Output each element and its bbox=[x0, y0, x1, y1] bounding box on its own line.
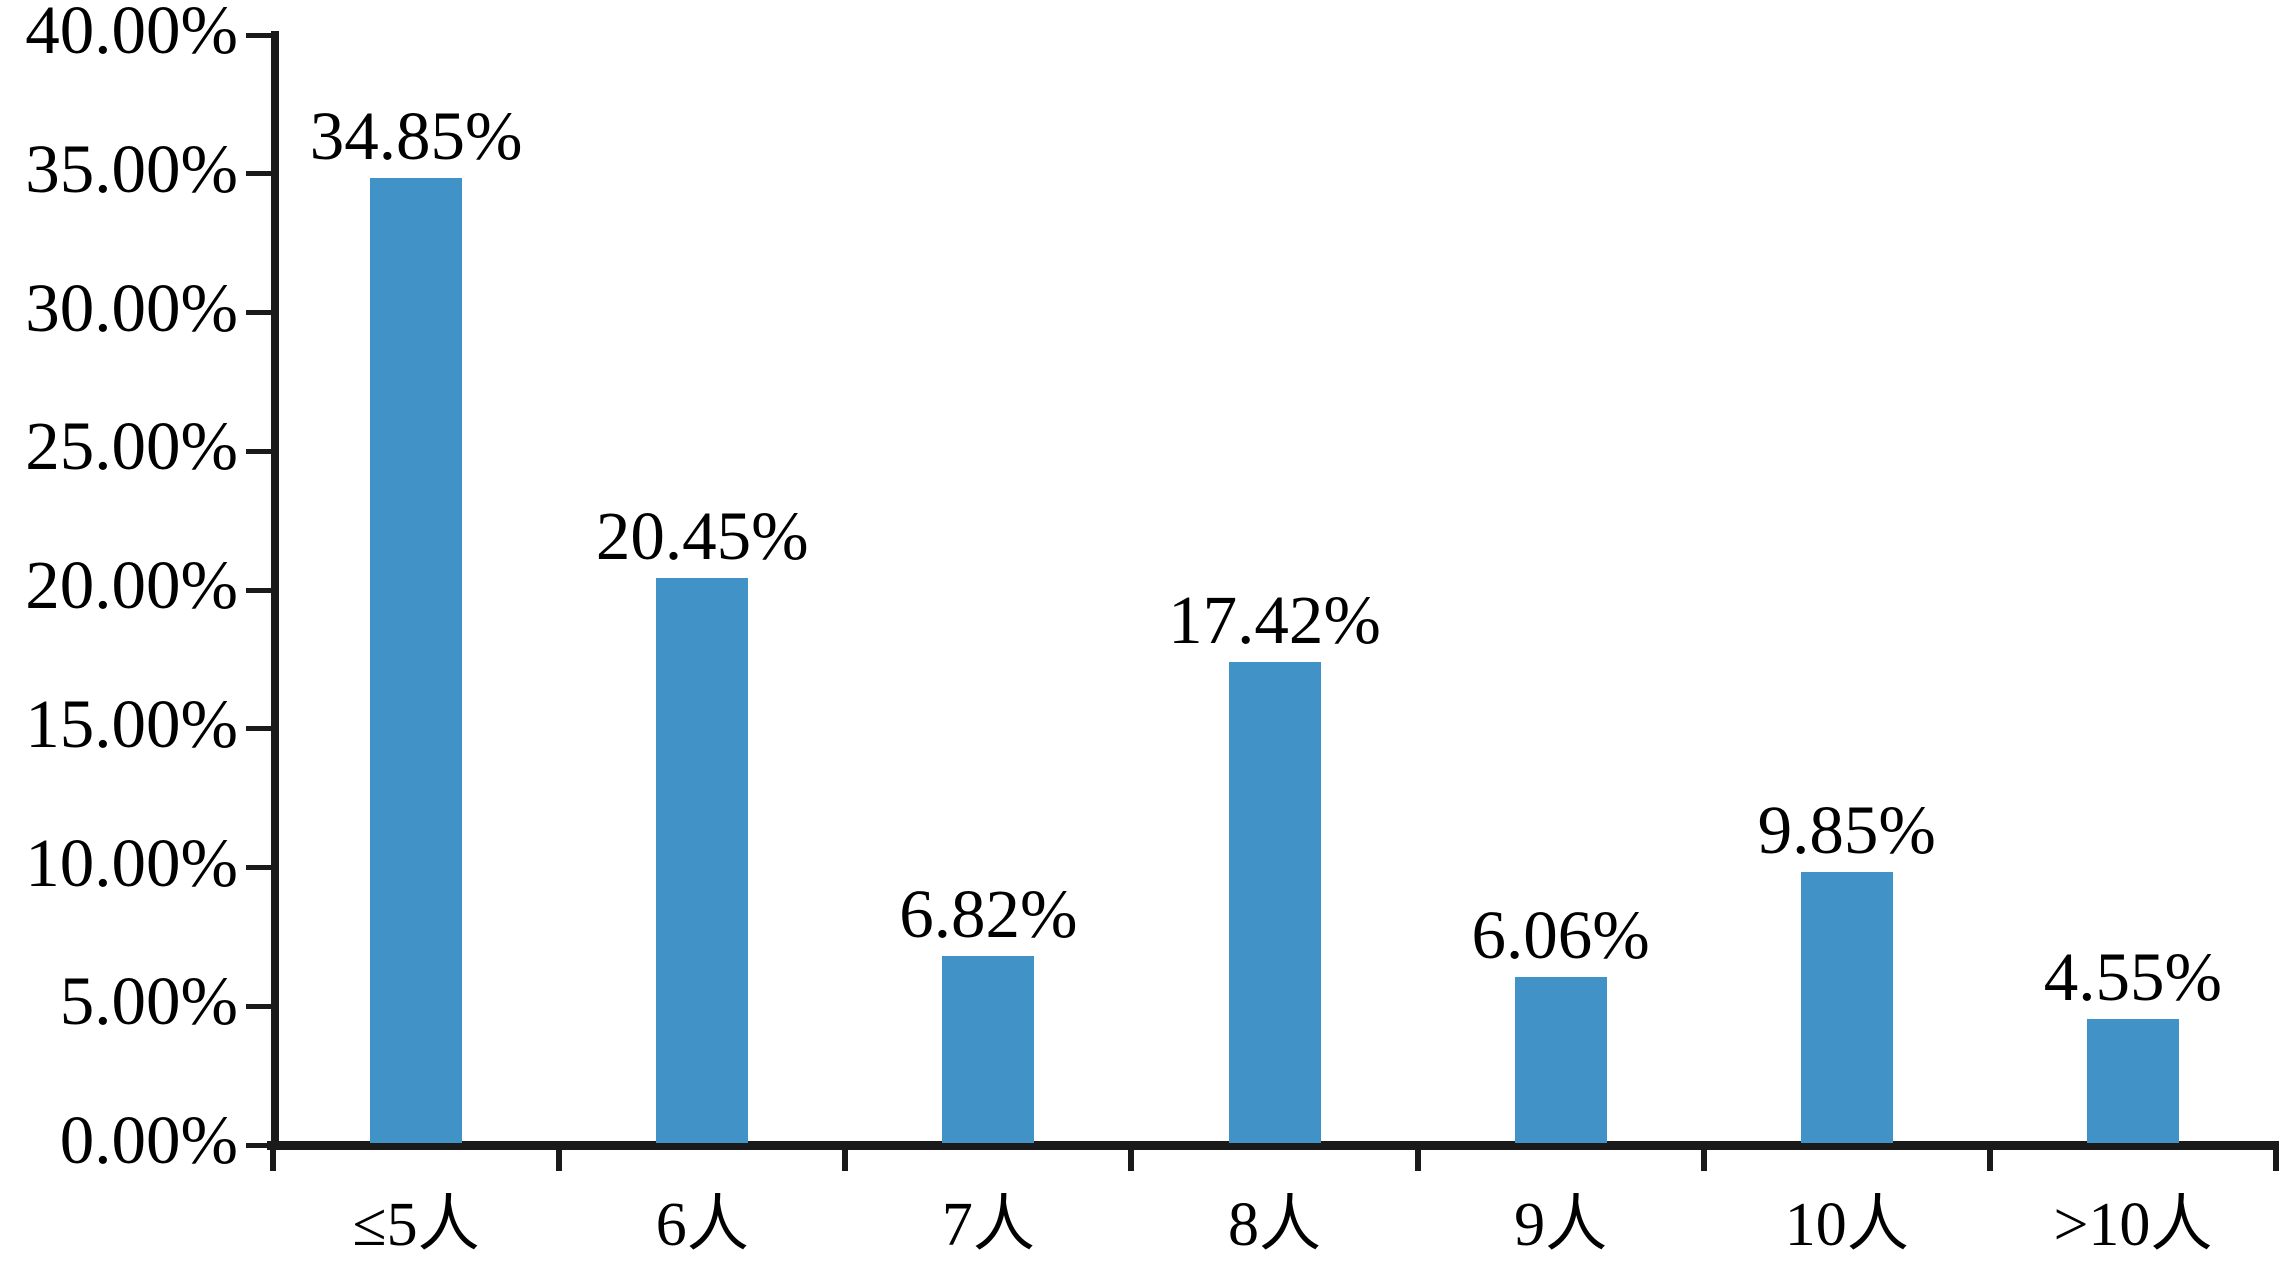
y-tick-label: 5.00% bbox=[59, 963, 238, 1040]
x-category-label: 8人 bbox=[1227, 1191, 1322, 1259]
x-tick bbox=[2273, 1145, 2279, 1171]
y-tick bbox=[246, 587, 271, 593]
x-tick bbox=[842, 1145, 849, 1171]
x-tick bbox=[1986, 1145, 1993, 1171]
x-tick bbox=[556, 1145, 563, 1171]
bar-value-label: 17.42% bbox=[1168, 581, 1381, 658]
y-tick bbox=[246, 726, 271, 732]
bar bbox=[942, 955, 1035, 1143]
x-tick bbox=[270, 1145, 276, 1171]
y-tick bbox=[246, 32, 271, 38]
y-tick bbox=[246, 171, 271, 177]
bar bbox=[1800, 871, 1893, 1143]
y-tick-label: 20.00% bbox=[25, 547, 238, 623]
bar bbox=[2086, 1018, 2179, 1143]
y-tick bbox=[246, 1142, 271, 1148]
x-category-label: 6人 bbox=[655, 1191, 749, 1259]
y-tick-label: 40.00% bbox=[25, 0, 238, 68]
bar bbox=[1514, 976, 1607, 1143]
bar-value-label: 6.06% bbox=[1471, 896, 1650, 973]
bar bbox=[370, 177, 463, 1143]
x-category-label: 7人 bbox=[941, 1191, 1035, 1259]
x-category-label: ≤5人 bbox=[352, 1191, 480, 1259]
y-tick-label: 0.00% bbox=[59, 1102, 238, 1178]
bar-value-label: 20.45% bbox=[595, 497, 809, 574]
bar bbox=[1228, 661, 1321, 1143]
y-tick bbox=[246, 310, 271, 315]
bar-value-label: 4.55% bbox=[2043, 938, 2223, 1015]
y-tick bbox=[246, 1003, 271, 1009]
x-category-label: 10人 bbox=[1784, 1191, 1909, 1259]
x-axis-line bbox=[267, 1141, 2279, 1150]
y-tick bbox=[246, 865, 271, 870]
x-tick bbox=[1700, 1145, 1707, 1171]
bar-value-label: 34.85% bbox=[309, 97, 523, 174]
x-tick bbox=[1414, 1145, 1421, 1171]
y-tick-label: 25.00% bbox=[25, 408, 238, 485]
x-category-label: >10人 bbox=[2053, 1191, 2213, 1259]
y-tick-label: 35.00% bbox=[25, 130, 238, 207]
y-axis-line bbox=[271, 31, 279, 1150]
x-category-label: 9人 bbox=[1514, 1191, 1608, 1259]
y-tick bbox=[246, 448, 271, 454]
x-tick bbox=[1128, 1145, 1135, 1171]
y-tick-label: 10.00% bbox=[25, 824, 238, 901]
y-tick-label: 30.00% bbox=[25, 269, 238, 346]
bar bbox=[656, 577, 749, 1143]
bar-value-label: 9.85% bbox=[1757, 791, 1936, 868]
bar-value-label: 6.82% bbox=[899, 875, 1078, 952]
y-tick-label: 15.00% bbox=[25, 685, 238, 762]
